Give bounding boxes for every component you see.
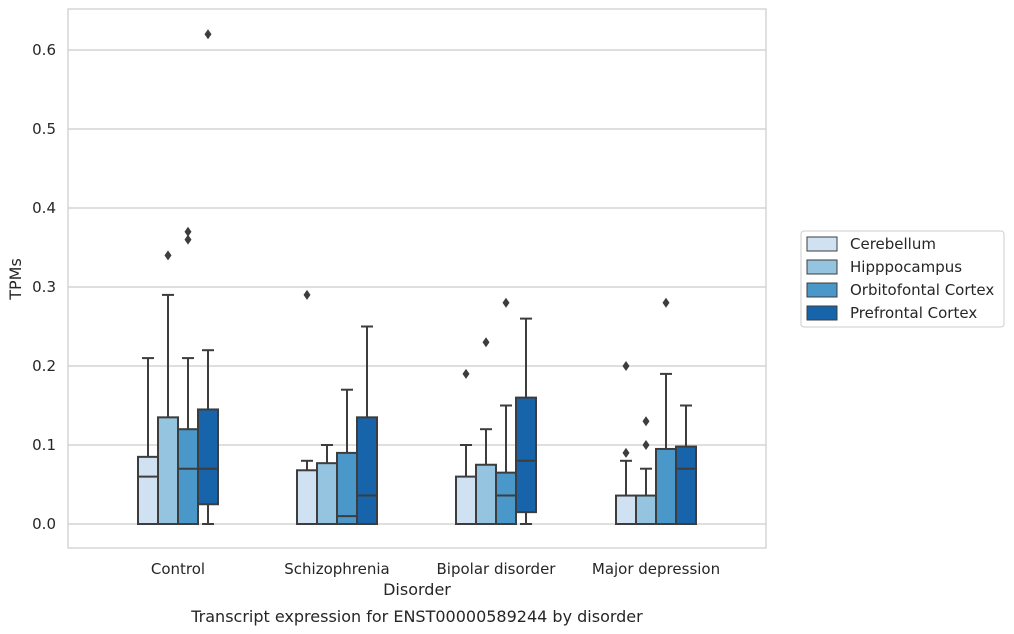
legend-swatch (806, 259, 838, 275)
box-groups (137, 29, 697, 526)
box-hipppocampus (157, 250, 179, 526)
outlier-point (482, 337, 490, 348)
y-tick-label: 0.3 (32, 278, 56, 296)
y-axis-label: TPMs (6, 258, 25, 301)
box-orbitofontal-cortex (495, 297, 517, 525)
legend: Cerebellum Hipppocampus Orbitofontal Corte… (800, 230, 1005, 328)
legend-swatch (806, 282, 838, 298)
outlier-point (502, 297, 510, 308)
box-body (675, 445, 697, 525)
box-body (316, 462, 338, 526)
box-orbitofontal-cortex (177, 226, 199, 526)
box-body (475, 463, 497, 525)
legend-swatch (806, 305, 838, 321)
outlier-point (642, 440, 650, 450)
outlier-point (462, 368, 470, 379)
box-prefrontal-cortex (515, 317, 537, 525)
outlier-point (662, 297, 670, 308)
y-tick-labels: 0.0 0.1 0.2 0.3 0.4 0.5 0.6 (32, 41, 56, 533)
box-prefrontal-cortex (675, 404, 697, 525)
outlier-point (642, 416, 650, 427)
box-body (635, 494, 657, 525)
box-body (336, 451, 358, 525)
box-body (515, 396, 537, 514)
box-orbitofontal-cortex (336, 388, 358, 525)
legend-label: Prefrontal Cortex (850, 304, 977, 322)
box-cerebellum (455, 368, 477, 526)
box-hipppocampus (635, 416, 657, 525)
outlier-point (204, 29, 212, 40)
legend-swatch (806, 236, 838, 252)
outlier-point (303, 289, 311, 300)
y-tick-label: 0.6 (32, 41, 56, 59)
y-tick-label: 0.5 (32, 120, 56, 138)
box-body (455, 475, 477, 526)
y-tick-label: 0.1 (32, 436, 56, 454)
outlier-point (622, 361, 630, 371)
legend-label: Orbitofontal Cortex (850, 281, 994, 299)
x-axis-label: Disorder (383, 580, 451, 599)
box-hipppocampus (475, 337, 497, 525)
box-body (157, 416, 179, 526)
x-tick-label: Bipolar disorder (437, 560, 557, 578)
x-tick-labels: Control Schizophrenia Bipolar disorder Majo… (151, 560, 720, 578)
box-body (137, 455, 159, 526)
legend-items: Cerebellum Hipppocampus Orbitofontal Corte… (806, 235, 994, 322)
box-body (495, 471, 517, 525)
legend-label: Hipppocampus (850, 258, 962, 276)
box-body (177, 428, 199, 526)
chart-caption: Transcript expression for ENST0000058924… (190, 607, 643, 626)
box-body (197, 408, 219, 506)
box-cerebellum (615, 361, 637, 525)
y-tick-label: 0.2 (32, 357, 56, 375)
box-cerebellum (296, 289, 318, 525)
box-body (655, 447, 677, 526)
y-tick-label: 0.4 (32, 199, 56, 217)
box-orbitofontal-cortex (655, 297, 677, 526)
legend-frame (800, 230, 1005, 328)
box-cerebellum (137, 357, 159, 526)
box-body (356, 416, 378, 526)
x-tick-label: Major depression (592, 560, 720, 578)
outlier-point (184, 226, 192, 237)
box-prefrontal-cortex (356, 325, 378, 526)
box-hipppocampus (316, 444, 338, 526)
outlier-point (164, 250, 172, 261)
x-tick-label: Control (151, 560, 205, 578)
box-body (615, 494, 637, 525)
outlier-point (622, 447, 630, 458)
x-tick-label: Schizophrenia (284, 560, 389, 578)
legend-label: Cerebellum (850, 235, 936, 253)
box-body (296, 469, 318, 525)
plot-frame (67, 8, 767, 549)
outlier-point (184, 234, 192, 245)
box-prefrontal-cortex (197, 29, 219, 525)
y-tick-label: 0.0 (32, 515, 56, 533)
